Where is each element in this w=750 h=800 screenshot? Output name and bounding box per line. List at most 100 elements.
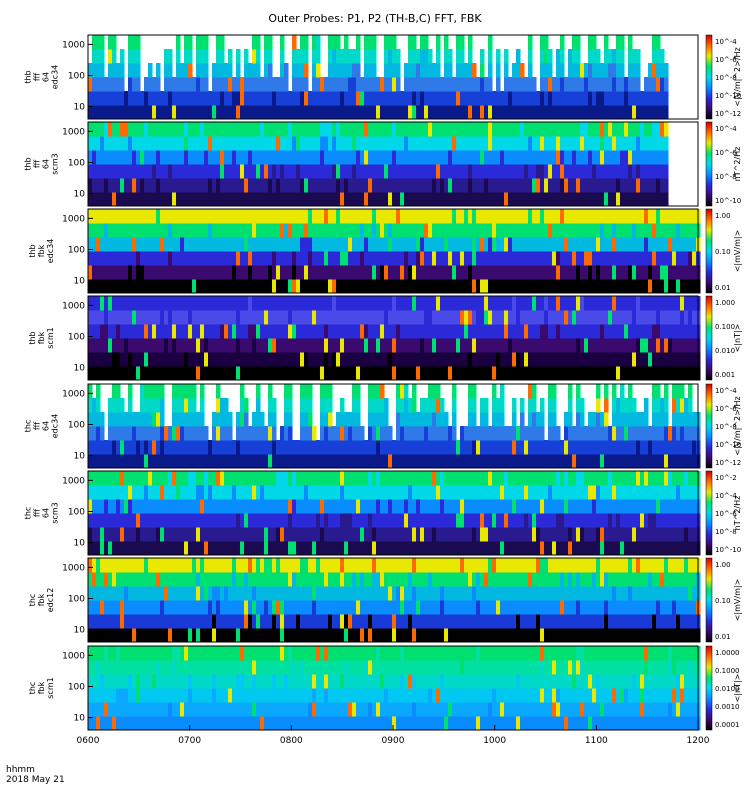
colorbar-tick-label: 10^-12 — [715, 459, 741, 467]
panel-7: 10 100 1000 thc fbk edc12 0.01 0.10 1.00 <|mV/m|> — [28, 557, 742, 643]
x-tick-label: 0700 — [178, 736, 201, 746]
spectrogram-image — [88, 646, 701, 731]
panel-5: 10 100 1000 thc fff 64 edc34 10^-12 10^-10 10^-8 1… — [24, 383, 742, 469]
colorbar-tick-label: 10^-4 — [715, 38, 737, 46]
panel-frame — [87, 208, 699, 294]
colorbar-tick-label: 10^-8 — [715, 74, 737, 82]
spectrogram-image — [88, 471, 701, 556]
colorbar-tick-label: 1.00 — [715, 212, 731, 220]
panel-ylabel: thc — [28, 682, 37, 695]
colorbar — [705, 208, 713, 294]
colorbar-tick-label: 10^-6 — [715, 56, 737, 64]
panel-ylabel: fbk — [37, 244, 46, 257]
panel-ylabel: 64 — [42, 159, 51, 169]
y-tick-label: 10 — [74, 539, 86, 549]
colorbar-tick-label: 0.0010 — [715, 703, 740, 711]
panel-frame — [87, 383, 699, 469]
colorbar-tick-label: 1.000 — [715, 299, 735, 307]
y-tick-label: 1000 — [62, 40, 85, 50]
colorbar-unit: <|mV/m|> — [733, 230, 742, 273]
colorbar-tick-label: 10^-10 — [715, 441, 741, 449]
date-label: 2018 May 21 — [6, 775, 65, 785]
spectrogram-image — [88, 384, 701, 469]
y-tick-label: 10 — [74, 364, 86, 374]
colorbar-tick-label: 10^-8 — [715, 528, 737, 536]
x-tick-label: 0900 — [382, 736, 405, 746]
panel-ylabel: thb — [28, 244, 37, 257]
spectrogram-image — [88, 558, 701, 643]
colorbar-tick-label: 10^-4 — [715, 492, 737, 500]
panel-ylabel: scm1 — [46, 677, 55, 698]
colorbar-tick-label: 1.0000 — [715, 649, 740, 657]
y-tick-label: 100 — [68, 594, 85, 604]
y-tick-label: 1000 — [62, 563, 85, 573]
spectrogram-image — [88, 35, 669, 120]
y-tick-label: 100 — [68, 420, 85, 430]
panel-frame — [87, 295, 699, 381]
y-tick-label: 10 — [74, 190, 86, 200]
colorbar-tick-label: 10^-6 — [715, 510, 737, 518]
colorbar-unit: <|nT|> — [733, 674, 742, 703]
colorbar — [705, 383, 713, 469]
panel-frame — [87, 470, 699, 556]
colorbar-tick-label: 10^-2 — [715, 474, 737, 482]
panel-ylabel: thb — [24, 157, 33, 170]
colorbar-tick-label: 10^-10 — [715, 197, 741, 205]
colorbar-tick-label: 0.010 — [715, 347, 735, 355]
panel-ylabel: thb — [28, 331, 37, 344]
colorbar — [705, 34, 713, 120]
panel-ylabel: scm1 — [46, 327, 55, 348]
panel-ylabel: thc — [24, 507, 33, 520]
panel-3: 10 100 1000 thb fbk edc34 0.01 0.10 1.00 <|mV/m|> — [28, 208, 742, 294]
colorbar-unit: <|nT|> — [733, 324, 742, 353]
colorbar-unit: nT^2/Hz — [733, 496, 742, 531]
colorbar-tick-label: 0.01 — [715, 633, 731, 641]
colorbar-tick-label: 0.10 — [715, 597, 731, 605]
colorbar-tick-label: 10^-6 — [715, 149, 737, 157]
y-tick-label: 1000 — [62, 127, 85, 137]
panel-ylabel: edc34 — [46, 239, 55, 264]
panel-ylabel: fff — [33, 509, 42, 518]
colorbar — [705, 121, 713, 207]
colorbar-tick-label: 10^-4 — [715, 387, 737, 395]
colorbar-tick-label: 10^-8 — [715, 423, 737, 431]
panel-ylabel: 64 — [42, 72, 51, 82]
colorbar-tick-label: 1.00 — [715, 561, 731, 569]
y-tick-label: 100 — [68, 71, 85, 81]
y-tick-label: 100 — [68, 507, 85, 517]
x-axis-label: hhmm — [6, 765, 35, 775]
colorbar-tick-label: 10^-10 — [715, 92, 741, 100]
colorbar-unit: <|V/m|^2>/Hz — [733, 47, 742, 106]
panel-frame — [87, 121, 699, 207]
y-tick-label: 10 — [74, 714, 86, 724]
panel-8: 10 100 1000 thc fbk scm1 0.0001 0.0010 0.0100 0.1… — [28, 645, 742, 731]
spectrogram-image — [88, 122, 669, 207]
panel-6: 10 100 1000 thc fff 64 scm3 10^-10 10^-8 10^-6 10^… — [24, 470, 742, 556]
panel-ylabel: edc34 — [51, 65, 60, 90]
panel-ylabel: 64 — [42, 421, 51, 431]
x-tick-label: 1100 — [585, 736, 608, 746]
panel-ylabel: fbk — [37, 331, 46, 344]
panel-ylabel: thc — [24, 420, 33, 433]
y-tick-label: 100 — [68, 158, 85, 168]
colorbar — [705, 557, 713, 643]
colorbar-tick-label: 10^-10 — [715, 546, 741, 554]
y-tick-label: 10 — [74, 626, 86, 636]
panel-2: 10 100 1000 thb fff 64 scm3 10^-10 10^-8 10^-6 10^… — [24, 121, 742, 207]
y-tick-label: 10 — [74, 103, 86, 113]
panel-ylabel: 64 — [42, 508, 51, 518]
panel-ylabel: fff — [33, 73, 42, 82]
panel-ylabel: thb — [24, 70, 33, 83]
panel-ylabel: thc — [28, 594, 37, 607]
y-tick-label: 10 — [74, 452, 86, 462]
panel-ylabel: fff — [33, 422, 42, 431]
panel-4: 10 100 1000 thb fbk scm1 0.001 0.010 0.100 1.000 <… — [28, 295, 742, 381]
colorbar-tick-label: 10^-12 — [715, 110, 741, 118]
colorbar-tick-label: 10^-4 — [715, 125, 737, 133]
x-tick-label: 0800 — [280, 736, 303, 746]
y-tick-label: 1000 — [62, 476, 85, 486]
panel-frame — [87, 34, 699, 120]
colorbar — [705, 295, 713, 381]
panel-ylabel: fff — [33, 160, 42, 169]
panel-ylabel: scm3 — [51, 153, 60, 174]
